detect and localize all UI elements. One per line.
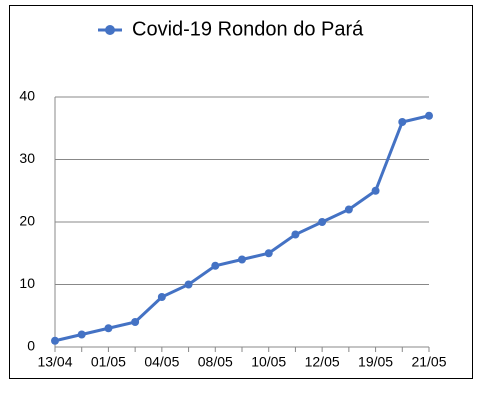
- point: [264, 249, 273, 258]
- point: [398, 118, 407, 126]
- point: [51, 336, 59, 345]
- y-tick-label: 30: [19, 150, 35, 166]
- y-tick-label: 0: [27, 338, 35, 354]
- x-tick-label: 21/05: [411, 354, 446, 370]
- point: [184, 280, 193, 289]
- x-tick-label: 19/05: [358, 354, 393, 370]
- y-tick-label: 40: [19, 88, 35, 104]
- y-tick-label: 10: [19, 275, 35, 291]
- x-tick-label: 13/04: [37, 354, 72, 370]
- point: [238, 255, 246, 264]
- point: [77, 330, 86, 339]
- x-tick-label: 12/05: [305, 354, 340, 370]
- x-tick-label: 01/05: [91, 354, 126, 370]
- x-tick-label: 10/05: [251, 354, 286, 370]
- y-tick-label: 20: [19, 213, 35, 229]
- chart-frame: [9, 5, 473, 379]
- point: [318, 218, 327, 226]
- point: [131, 318, 140, 326]
- x-tick-label: 08/05: [198, 354, 233, 370]
- point: [157, 293, 166, 301]
- point: [344, 205, 353, 214]
- point: [425, 111, 433, 120]
- x-tick-label: 04/05: [144, 354, 179, 370]
- point: [211, 261, 220, 270]
- point: [371, 186, 380, 195]
- point: [104, 324, 113, 333]
- point: [291, 230, 300, 239]
- legend-marker: [105, 25, 115, 35]
- legend-label: Covid-19 Rondon do Pará: [132, 18, 364, 40]
